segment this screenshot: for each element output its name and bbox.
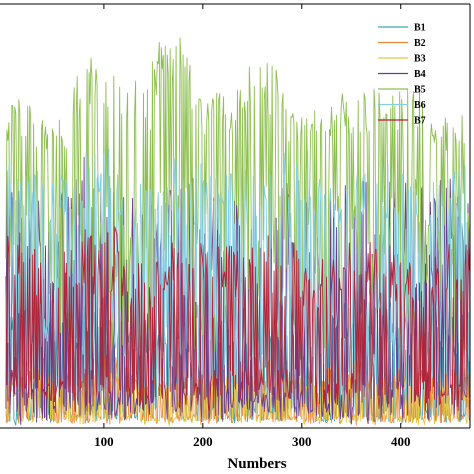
legend-label-b7: B7 <box>414 116 426 127</box>
legend-label-b2: B2 <box>414 38 426 49</box>
series-layer <box>5 37 471 426</box>
x-ticks: 100 200 300 400 <box>94 4 410 449</box>
series-line-b3 <box>5 372 471 426</box>
series-line-b7 <box>5 226 471 412</box>
legend-label-b6: B6 <box>414 100 426 111</box>
x-tick-label: 100 <box>94 434 114 449</box>
legend-label-b4: B4 <box>414 69 426 80</box>
legend-label-b1: B1 <box>414 23 426 34</box>
legend-label-b5: B5 <box>414 85 426 96</box>
x-tick-label: 200 <box>193 434 213 449</box>
legend: B1 B2 B3 B4 B5 B6 B7 <box>378 23 426 127</box>
x-axis-label: Numbers <box>227 456 286 472</box>
legend-label-b3: B3 <box>414 54 426 65</box>
x-tick-label: 400 <box>391 434 411 449</box>
axes <box>0 3 471 429</box>
x-tick-label: 300 <box>292 434 312 449</box>
